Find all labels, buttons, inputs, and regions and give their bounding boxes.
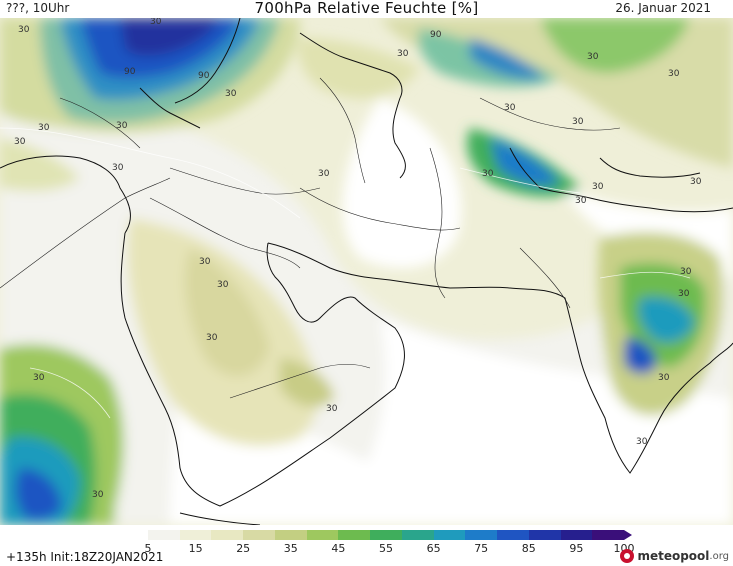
contour-label: 30 <box>92 490 104 500</box>
legend-swatch <box>370 530 402 540</box>
humidity-field <box>0 18 733 525</box>
map-canvas: 30 30 30 30 30 30 30 30 30 30 30 30 30 3… <box>0 18 733 525</box>
color-scale-ticks: 5152535455565758595100 <box>116 542 635 556</box>
contour-label: 30 <box>658 373 670 383</box>
contour-label: 30 <box>636 437 648 447</box>
legend-tick-label: 75 <box>474 542 489 555</box>
brand-name: meteopool <box>637 549 710 563</box>
coastlines <box>0 18 733 525</box>
contour-label: 30 <box>318 169 330 179</box>
contour-label: 30 <box>206 333 218 343</box>
legend-tick-label: 15 <box>188 542 203 555</box>
contour-label: 30 <box>112 163 124 173</box>
legend-swatch <box>528 530 561 540</box>
legend-swatch <box>116 530 148 540</box>
contour-label: 30 <box>116 121 128 131</box>
legend-swatch <box>179 530 212 540</box>
contour-label: 30 <box>680 267 692 277</box>
legend-swatch <box>560 530 593 540</box>
legend-swatch <box>592 530 624 540</box>
contour-label: 30 <box>668 69 680 79</box>
map-title: 700hPa Relative Feuchte [%] <box>254 0 479 17</box>
legend-tick-label: 95 <box>569 542 584 555</box>
legend-swatch <box>147 530 180 540</box>
legend-swatch <box>401 530 434 540</box>
legend-tick-label: 25 <box>236 542 251 555</box>
legend-swatch <box>497 530 529 540</box>
legend-tick-label: 85 <box>521 542 536 555</box>
contour-label: 30 <box>225 89 237 99</box>
brand-tld: .org <box>709 550 729 562</box>
contour-label: 30 <box>504 103 516 113</box>
contour-label: 90 <box>198 71 210 81</box>
run-info: +135h Init:18Z20JAN2021 <box>6 550 164 564</box>
contour-label: 30 <box>592 182 604 192</box>
legend-swatch <box>306 530 339 540</box>
forecast-date: 26. Januar 2021 <box>615 1 711 15</box>
legend-tick-label: 35 <box>283 542 298 555</box>
contour-label: 30 <box>587 52 599 62</box>
borders <box>0 77 621 399</box>
legend-tick-label: 5 <box>144 542 152 555</box>
contour-label: 30 <box>33 373 45 383</box>
humidity-map[interactable]: 30 30 30 30 30 30 30 30 30 30 30 30 30 3… <box>0 18 733 525</box>
contour-label: 30 <box>575 196 587 206</box>
contour-label: 30 <box>397 49 409 59</box>
contour-label: 90 <box>124 67 136 77</box>
color-legend: 5152535455565758595100 +135h Init:18Z20J… <box>0 525 733 566</box>
legend-swatch <box>274 530 307 540</box>
contour-label: 30 <box>217 280 229 290</box>
contour-label: 30 <box>199 257 211 267</box>
legend-tick-label: 55 <box>379 542 393 555</box>
logo-mark-icon <box>620 549 635 563</box>
contour-label: 30 <box>18 25 30 35</box>
legend-swatch <box>465 530 497 540</box>
header: ???, 10Uhr 700hPa Relative Feuchte [%] 2… <box>0 0 733 18</box>
contour-lines <box>0 127 691 419</box>
contour-label: 30 <box>14 137 26 147</box>
contour-label: 30 <box>482 169 494 179</box>
color-scale-bar <box>116 530 624 540</box>
legend-swatch <box>338 530 370 540</box>
contour-label: 30 <box>150 18 162 27</box>
legend-tick-label: 65 <box>426 542 441 555</box>
color-scale-arrow <box>624 530 632 540</box>
contour-label: 30 <box>572 117 584 127</box>
meteopool-logo[interactable]: meteopool .org <box>620 549 729 563</box>
contour-label: 30 <box>38 123 50 133</box>
legend-swatch <box>433 530 466 540</box>
legend-swatch <box>243 530 275 540</box>
contour-label: 30 <box>678 289 690 299</box>
contour-label: 30 <box>690 177 702 187</box>
legend-swatch <box>211 530 243 540</box>
contour-label: 90 <box>430 30 442 40</box>
legend-tick-label: 45 <box>331 542 346 555</box>
forecast-time-label: ???, 10Uhr <box>6 1 70 15</box>
contour-label: 30 <box>326 404 338 414</box>
contour-labels: 30 30 30 30 30 30 30 30 30 30 30 30 30 3… <box>14 18 702 500</box>
